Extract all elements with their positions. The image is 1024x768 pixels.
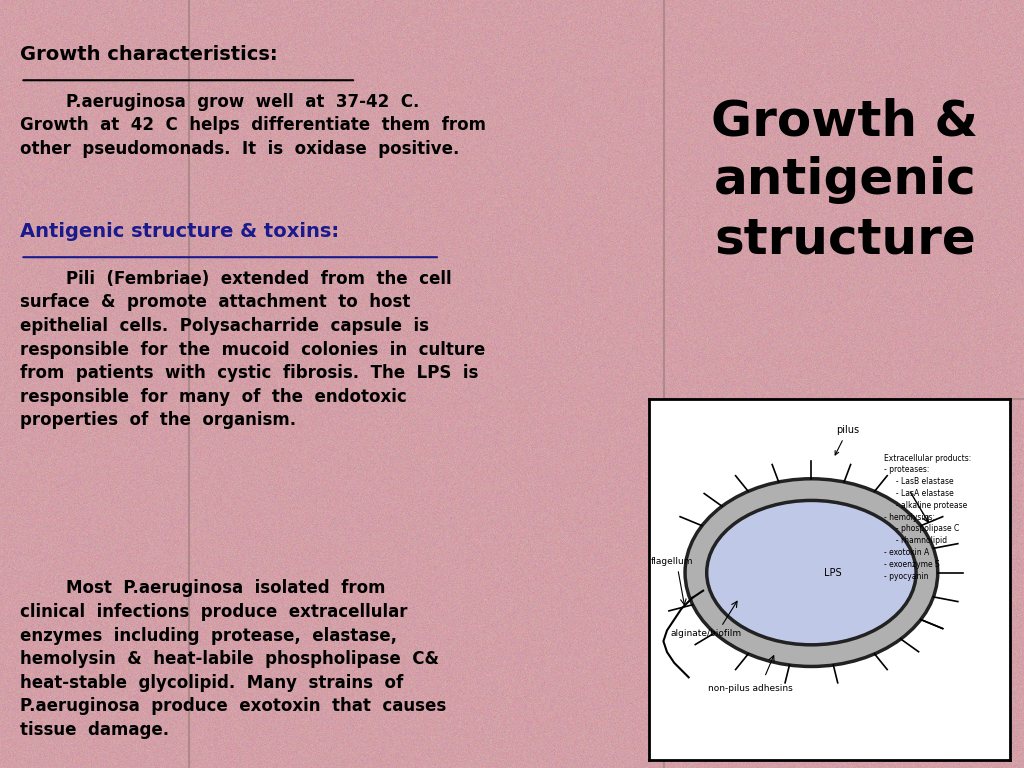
Text: Extracellular products:
- proteases:
     - LasB elastase
     - LasA elastase
 : Extracellular products: - proteases: - L… [884,453,971,581]
Text: Antigenic structure & toxins:: Antigenic structure & toxins: [20,222,340,241]
Text: Pili  (Fembriae)  extended  from  the  cell
surface  &  promote  attachment  to : Pili (Fembriae) extended from the cell s… [20,270,485,429]
Text: P.aeruginosa  grow  well  at  37-42  C.
Growth  at  42  C  helps  differentiate : P.aeruginosa grow well at 37-42 C. Growt… [20,93,486,158]
Text: alginate/biofilm: alginate/biofilm [671,630,741,638]
Text: Growth characteristics:: Growth characteristics: [20,45,279,64]
Text: LPS: LPS [824,568,842,578]
Text: pilus: pilus [836,425,859,455]
Text: Most  P.aeruginosa  isolated  from
clinical  infections  produce  extracellular
: Most P.aeruginosa isolated from clinical… [20,579,446,739]
Text: Growth &
antigenic
structure: Growth & antigenic structure [712,97,978,264]
Text: flagellum: flagellum [651,558,693,566]
Ellipse shape [685,478,938,667]
Ellipse shape [707,501,916,645]
Text: non-pilus adhesins: non-pilus adhesins [708,684,793,693]
